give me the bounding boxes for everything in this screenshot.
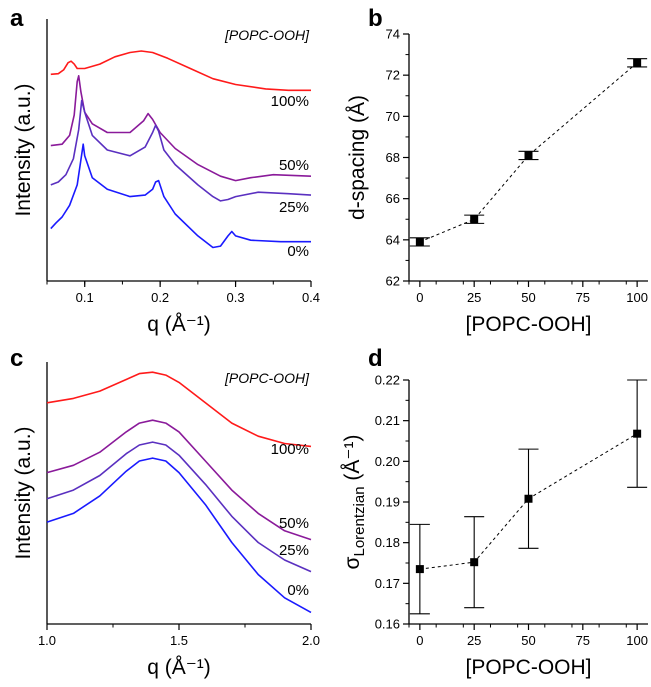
data-point bbox=[633, 58, 642, 67]
y-tick-label: 70 bbox=[386, 109, 400, 124]
y-tick-label: 0.17 bbox=[375, 576, 400, 591]
x-tick-label: 0.4 bbox=[302, 290, 320, 305]
data-point bbox=[415, 565, 424, 574]
x-tick-label: 75 bbox=[576, 633, 590, 648]
y-tick-label: 0.16 bbox=[375, 617, 400, 632]
panel-d: d 0 25 50 75 100 0.16 0.17 0.18 0.19 0.20 0.21 0.22 σ… bbox=[341, 345, 648, 679]
y-tick-label: 0.20 bbox=[375, 454, 400, 469]
y-axis-title-sigma: σ bbox=[341, 556, 364, 569]
y-axis-title: σLorentzian (Å⁻¹) bbox=[341, 435, 368, 570]
series-line-100pct bbox=[46, 371, 312, 448]
y-axis-title: Intensity (a.u.) bbox=[12, 426, 35, 559]
series-label: 0% bbox=[287, 582, 309, 599]
x-tick-label: 0.3 bbox=[227, 290, 245, 305]
y-axis-title-subscript: Lorentzian bbox=[351, 486, 368, 556]
panel-letter: b bbox=[368, 5, 383, 32]
series-label: 50% bbox=[279, 157, 309, 174]
series-line-25pct bbox=[46, 441, 312, 573]
x-tick-label: 1.0 bbox=[38, 633, 56, 648]
series-label: 100% bbox=[271, 441, 309, 458]
series-label: 25% bbox=[279, 542, 309, 559]
panel-b: b 0 25 50 75 100 62 64 66 68 70 72 74 d-spacing (Å) [P… bbox=[346, 5, 648, 336]
x-tick-label: 2.0 bbox=[302, 633, 320, 648]
data-point bbox=[470, 215, 479, 224]
series-line-50pct bbox=[50, 75, 312, 182]
x-tick-label: 0.1 bbox=[76, 290, 94, 305]
y-tick-label: 74 bbox=[386, 27, 400, 42]
y-tick-label: 62 bbox=[386, 274, 400, 289]
x-tick-label: 25 bbox=[467, 633, 481, 648]
x-axis-title: [POPC-OOH] bbox=[465, 656, 591, 679]
panel-letter: c bbox=[10, 345, 23, 372]
y-tick-label: 0.21 bbox=[375, 413, 400, 428]
series-line-0pct bbox=[46, 457, 312, 614]
series-label: 0% bbox=[287, 243, 309, 260]
x-tick-label: 50 bbox=[521, 633, 535, 648]
series-line-100pct bbox=[50, 50, 311, 92]
y-tick-label: 66 bbox=[386, 191, 400, 206]
series-label: 50% bbox=[279, 515, 309, 532]
y-tick-label: 64 bbox=[386, 232, 400, 247]
y-axis-title-unit: (Å⁻¹) bbox=[341, 435, 364, 487]
data-point bbox=[524, 494, 533, 503]
y-axis-title: d-spacing (Å) bbox=[346, 95, 369, 220]
panel-letter: d bbox=[368, 345, 383, 372]
y-tick-label: 0.22 bbox=[375, 373, 400, 388]
x-tick-label: 75 bbox=[576, 290, 590, 305]
y-tick-label: 68 bbox=[386, 150, 400, 165]
dashed-connector bbox=[419, 433, 638, 570]
x-tick-label: 0 bbox=[416, 633, 423, 648]
data-point bbox=[415, 237, 424, 246]
x-tick-label: 0 bbox=[416, 290, 423, 305]
x-axis-title: [POPC-OOH] bbox=[465, 313, 591, 336]
data-point bbox=[633, 429, 642, 438]
y-axis-title: Intensity (a.u.) bbox=[12, 83, 35, 216]
x-tick-label: 0.2 bbox=[151, 290, 169, 305]
series-line-50pct bbox=[46, 419, 312, 541]
data-point bbox=[524, 151, 533, 160]
panel-c: c 1.0 1.5 2.0 100% 50% 25% 0% [POPC-OOH] Intensit… bbox=[10, 345, 320, 679]
legend-title: [POPC-OOH] bbox=[224, 27, 310, 43]
legend-title: [POPC-OOH] bbox=[224, 370, 310, 386]
data-point bbox=[470, 558, 479, 567]
x-tick-label: 25 bbox=[467, 290, 481, 305]
series-label: 100% bbox=[271, 93, 309, 110]
panel-letter: a bbox=[10, 5, 24, 32]
x-tick-label: 100 bbox=[626, 290, 648, 305]
series-line-25pct bbox=[50, 99, 312, 202]
x-axis-title: q (Å⁻¹) bbox=[147, 313, 211, 336]
x-tick-label: 50 bbox=[521, 290, 535, 305]
series-line-0pct bbox=[50, 143, 311, 249]
x-tick-label: 100 bbox=[626, 633, 648, 648]
series-label: 25% bbox=[279, 199, 309, 216]
y-tick-label: 72 bbox=[386, 68, 400, 83]
y-tick-label: 0.18 bbox=[375, 535, 400, 550]
panel-a: a 0.1 0.2 0.3 0.4 100% 50% 25% 0% [POPC-OOH] Inten… bbox=[10, 5, 320, 336]
x-tick-label: 1.5 bbox=[170, 633, 188, 648]
y-tick-label: 0.19 bbox=[375, 495, 400, 510]
x-axis-title: q (Å⁻¹) bbox=[147, 656, 211, 679]
